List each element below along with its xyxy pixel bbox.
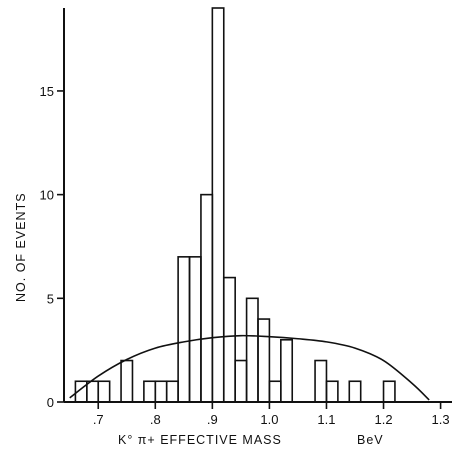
histogram-bar bbox=[143, 380, 157, 403]
phase-space-curve bbox=[69, 334, 430, 401]
x-axis-title: K° π+ EFFECTIVE MASS bbox=[118, 433, 282, 447]
x-tick-label: 1.2 bbox=[374, 412, 392, 427]
histogram-bar bbox=[382, 380, 396, 403]
x-tick-label: .9 bbox=[207, 412, 218, 427]
histogram-bar bbox=[268, 380, 282, 403]
histogram-bar bbox=[120, 359, 134, 403]
y-tick-label: 15 bbox=[40, 84, 54, 99]
histogram-bar bbox=[154, 380, 168, 403]
plot-area bbox=[69, 7, 430, 403]
histogram-bar bbox=[348, 380, 362, 403]
y-axis-title: NO. OF EVENTS bbox=[14, 192, 28, 302]
x-tick-label: .7 bbox=[93, 412, 104, 427]
x-tick-label: 1.1 bbox=[317, 412, 335, 427]
y-tick-label: 0 bbox=[47, 395, 54, 410]
histogram-bar bbox=[211, 7, 225, 403]
axes bbox=[63, 8, 452, 403]
histogram-bar bbox=[165, 380, 179, 403]
ticks: 0 5 10 15 .7 .8 .9 1.0 1.1 1.2 1.3 bbox=[40, 84, 450, 427]
histogram-bar bbox=[188, 256, 202, 403]
histogram-bar bbox=[86, 380, 100, 403]
histogram-bar bbox=[200, 193, 214, 403]
histogram-bar bbox=[325, 380, 339, 403]
histogram-bar bbox=[97, 380, 111, 403]
histogram-bar bbox=[222, 276, 236, 403]
histogram-bar bbox=[177, 256, 191, 403]
x-tick-label: .8 bbox=[150, 412, 161, 427]
y-tick-label: 5 bbox=[47, 291, 54, 306]
histogram-bar bbox=[245, 297, 259, 403]
histogram-bar bbox=[234, 359, 248, 403]
histogram-bar bbox=[257, 318, 271, 403]
histogram-bar bbox=[314, 359, 328, 403]
y-tick-label: 10 bbox=[40, 188, 54, 203]
histogram-bar bbox=[280, 338, 294, 403]
x-tick-label: 1.3 bbox=[432, 412, 450, 427]
x-axis-unit: BeV bbox=[357, 433, 384, 447]
x-tick-label: 1.0 bbox=[260, 412, 278, 427]
